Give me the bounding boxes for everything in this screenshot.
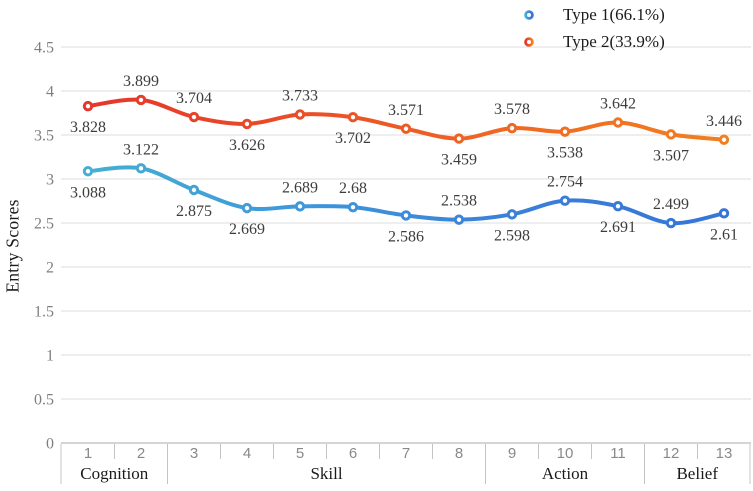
y-tick-label: 0.5 [34,392,54,409]
data-point-marker [188,111,200,123]
legend-item-type2: Type 2(33.9%) [505,28,665,55]
y-axis-title: Entry Scores [2,199,23,293]
gridlines [61,46,751,400]
data-point-marker [82,166,94,177]
data-point-marker [559,195,571,206]
data-point-marker [82,100,94,112]
data-point-marker [453,214,465,225]
legend: Type 1(66.1%) Type 2(33.9%) [505,1,665,55]
data-point-label: 2.499 [653,196,689,213]
data-point-label: 2.538 [441,193,477,210]
x-tick-label: 2 [137,445,145,462]
data-point-marker [347,201,359,213]
data-point-marker [665,217,677,229]
data-point-marker [135,163,147,174]
x-tick-label: 1 [84,445,92,462]
x-tick-label: 7 [402,445,410,462]
y-tick-label: 1.5 [34,304,54,321]
data-point-marker [612,117,624,128]
data-point-marker [453,133,465,144]
data-point-marker [612,200,624,212]
data-point-label: 2.875 [176,203,212,220]
data-point-marker [559,126,571,137]
y-axis-tick-labels: 0 0.5 1 1.5 2 2.5 3 3.5 4 4.5 [34,40,54,453]
legend-item-type1: Type 1(66.1%) [505,1,665,28]
y-tick-label: 4 [46,84,54,101]
x-tick-label: 11 [610,445,626,462]
data-point-label: 3.642 [600,96,636,113]
legend-label-type1: Type 1(66.1%) [563,4,665,24]
y-tick-label: 0 [46,436,54,453]
data-point-marker [294,109,306,120]
series-type1: 3.088 3.122 2.875 2.669 2.689 2.68 2.586 2.538 2… [70,141,738,245]
data-point-label: 2.598 [494,227,530,244]
y-tick-label: 3 [46,172,54,189]
data-point-label: 3.538 [547,145,583,162]
group-label: Skill [310,464,342,483]
data-point-label: 3.626 [229,137,265,154]
x-axis-ticks [60,444,751,484]
data-point-marker [506,209,518,220]
data-point-marker [347,112,359,123]
data-point-label: 3.733 [282,87,318,104]
data-point-label: 2.754 [547,174,583,191]
series-type2: 3.828 3.899 3.704 3.626 3.733 3.702 3.571 3.459… [70,73,742,169]
x-axis-tick-labels: 1 2 3 4 5 6 7 8 9 10 11 12 13 [84,445,733,462]
data-point-marker [665,129,677,140]
y-tick-label: 3.5 [34,128,54,145]
data-point-label: 2.691 [600,219,636,236]
data-point-label: 3.446 [706,113,742,130]
type2-line-marker-icon [505,36,553,47]
data-point-label: 3.828 [70,119,106,136]
data-point-marker [718,134,730,145]
data-point-label: 3.578 [494,101,530,118]
y-tick-label: 4.5 [34,40,54,57]
y-tick-label: 2 [46,260,54,277]
data-point-marker [241,202,253,214]
data-point-marker [506,122,518,134]
x-tick-label: 5 [296,445,304,462]
y-tick-label: 2.5 [34,216,54,233]
data-point-label: 3.088 [70,184,106,201]
y-tick-label: 1 [46,348,54,365]
data-point-label: 3.571 [388,102,424,119]
data-point-label: 2.689 [282,179,318,196]
x-tick-label: 3 [190,445,198,462]
x-tick-label: 12 [663,445,680,462]
x-axis-group-labels: Cognition Skill Action Belief [80,464,718,483]
data-point-label: 2.68 [339,180,367,197]
data-point-label: 3.899 [123,73,159,90]
data-point-marker [135,94,147,106]
x-tick-label: 9 [508,445,516,462]
x-tick-label: 10 [557,445,574,462]
group-label: Belief [676,464,718,483]
data-point-marker [294,201,306,212]
data-point-label: 3.507 [653,147,689,164]
data-point-marker [400,210,412,221]
data-point-marker [718,208,730,219]
data-point-marker [188,184,200,196]
data-point-label: 2.61 [710,226,738,243]
data-point-label: 2.669 [229,221,265,238]
data-point-marker [400,123,412,134]
data-point-label: 3.459 [441,152,477,169]
data-point-label: 2.586 [388,228,424,245]
group-label: Cognition [80,464,149,483]
x-tick-label: 6 [349,445,357,462]
data-point-label: 3.704 [176,90,212,107]
x-tick-label: 13 [716,445,733,462]
data-point-label: 3.122 [123,141,159,158]
data-point-marker [241,118,253,130]
type1-line-marker-icon [505,9,553,20]
x-tick-label: 4 [243,445,251,462]
x-tick-label: 8 [455,445,463,462]
data-point-label: 3.702 [335,130,371,147]
group-label: Action [542,464,589,483]
legend-label-type2: Type 2(33.9%) [563,31,665,51]
